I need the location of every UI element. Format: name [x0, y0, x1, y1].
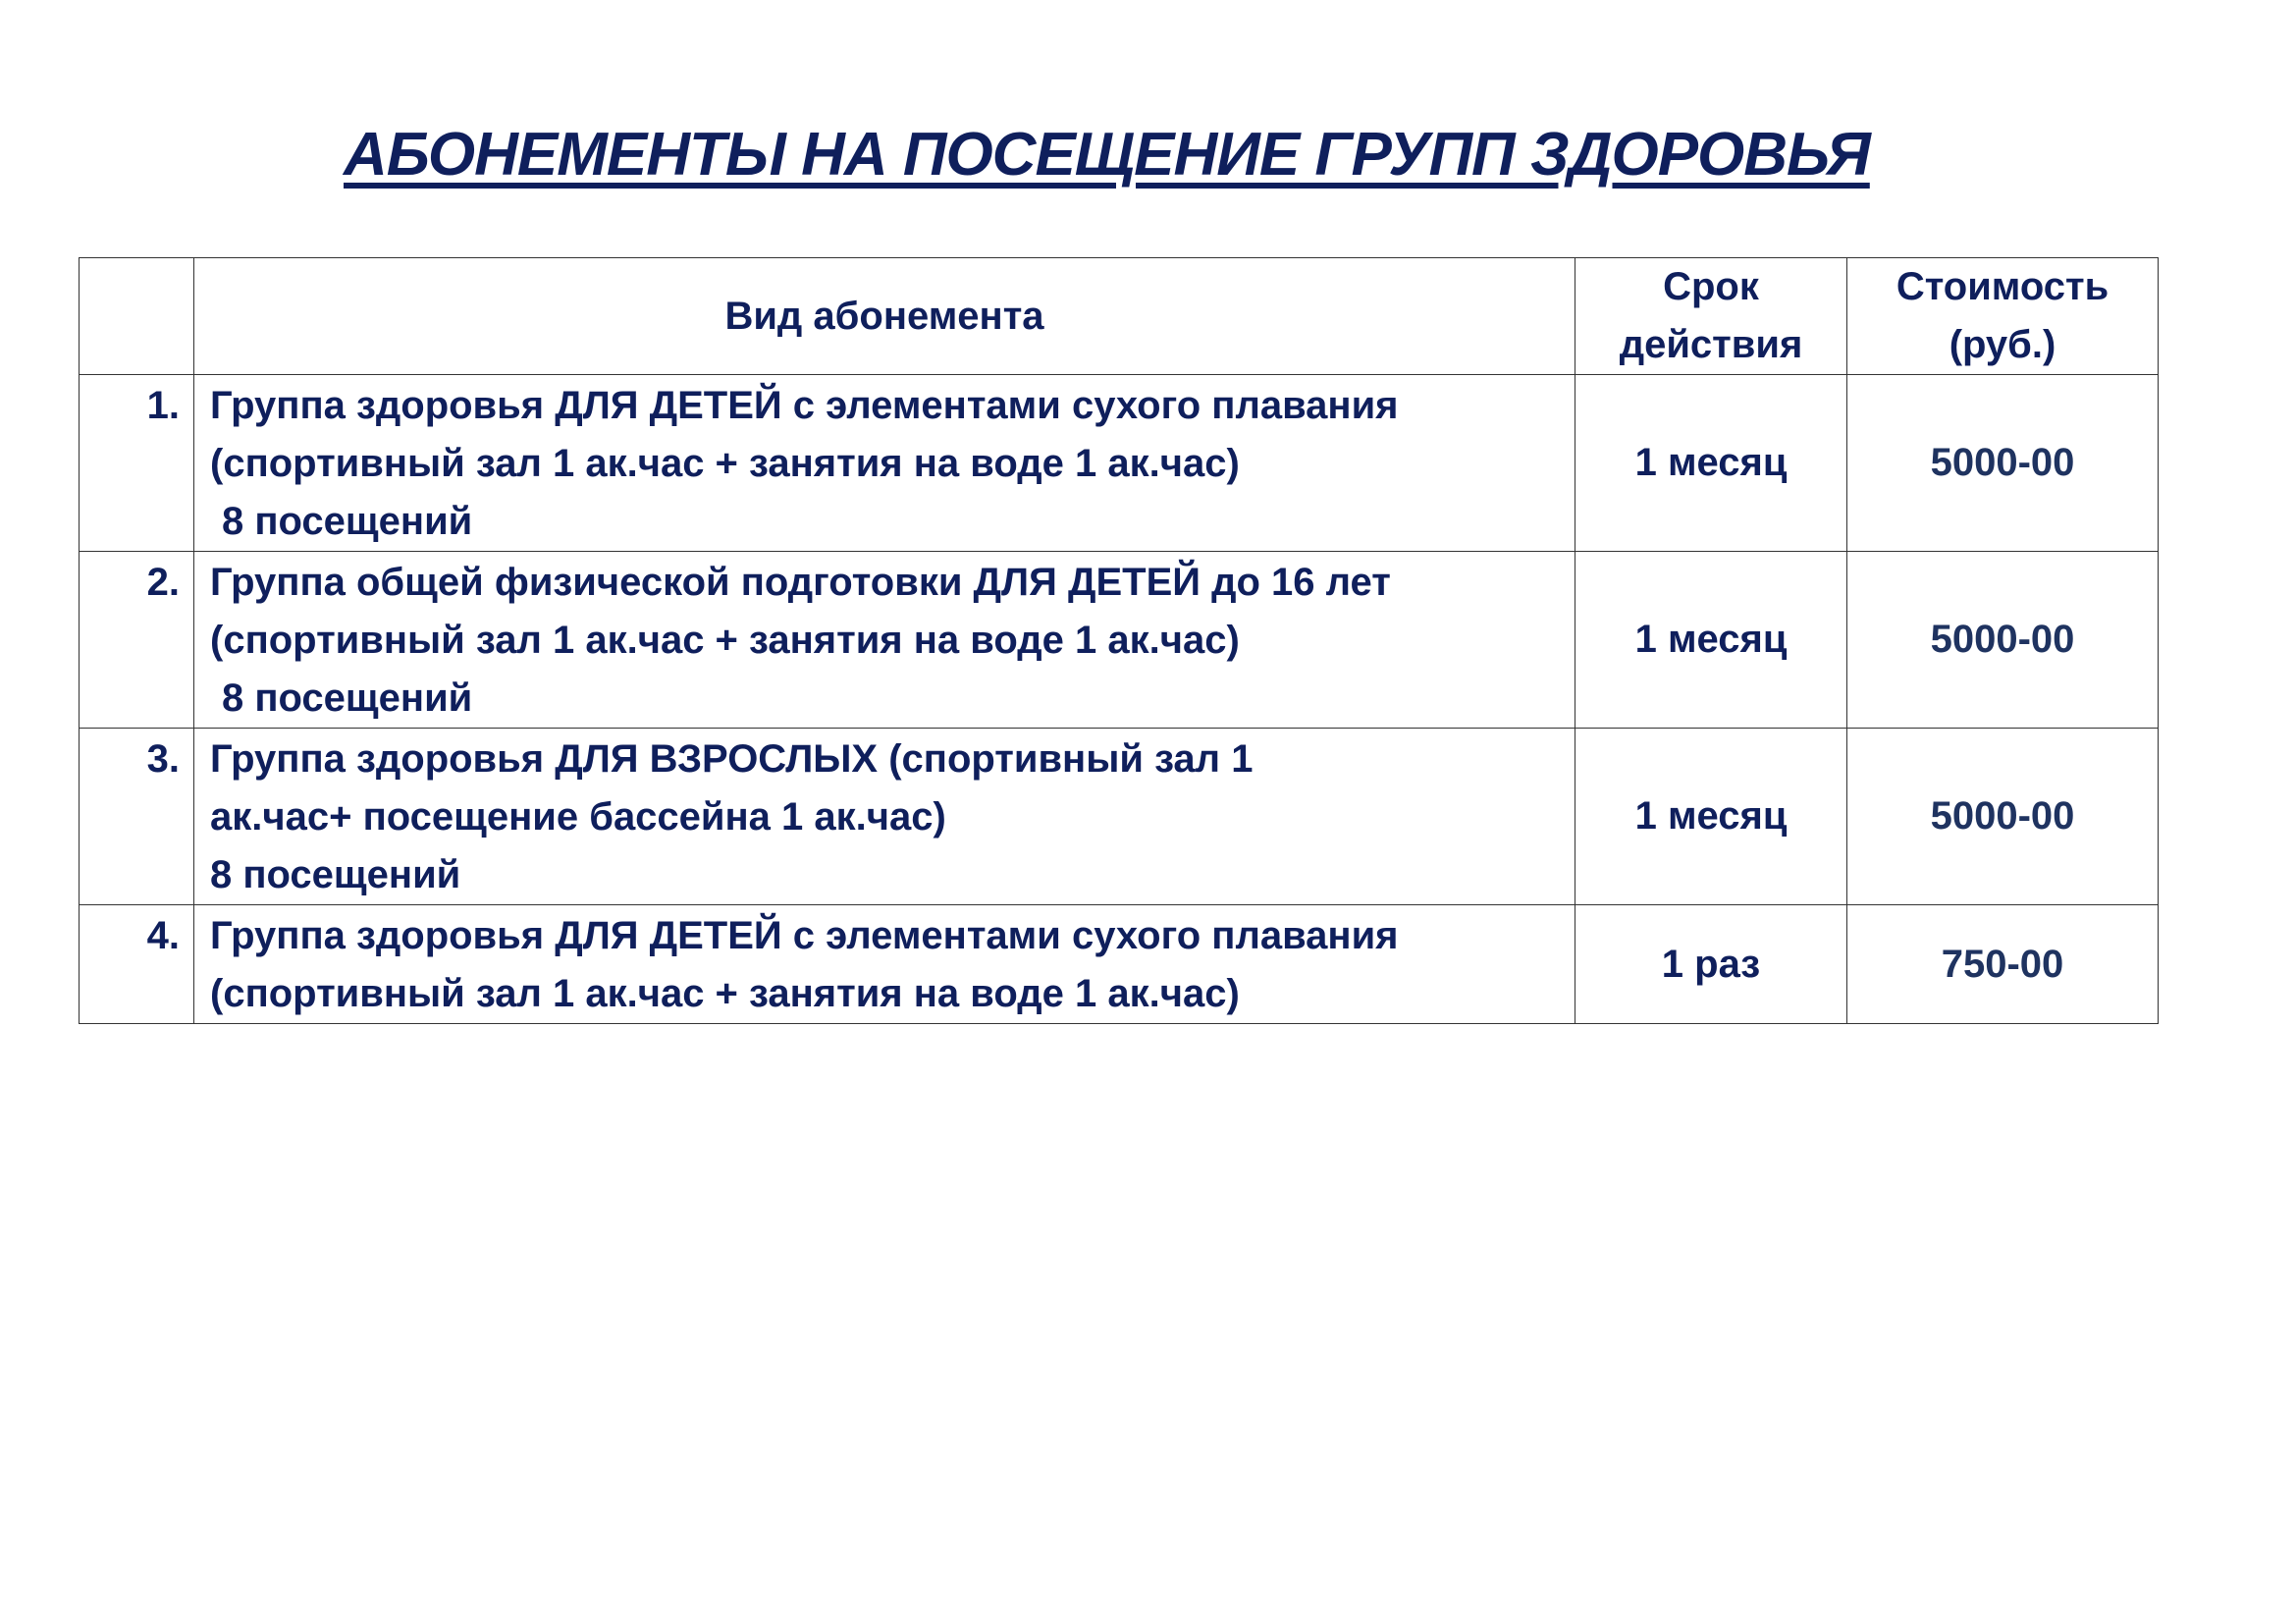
subscriptions-table: Вид абонемента Срок действия Стоимость (…: [79, 257, 2159, 1024]
description-line: (спортивный зал 1 ак.час + занятия на во…: [210, 442, 1240, 485]
header-term: Срок действия: [1575, 257, 1847, 375]
row-description: Группа здоровья ДЛЯ ВЗРОСЛЫХ (спортивный…: [193, 728, 1575, 905]
row-description: Группа здоровья ДЛЯ ДЕТЕЙ с элементами с…: [193, 904, 1575, 1024]
description-line: 8 посещений: [210, 853, 461, 896]
table-row: 1. Группа здоровья ДЛЯ ДЕТЕЙ с элементам…: [79, 374, 2159, 552]
page-title: АБОНЕМЕНТЫ НА ПОСЕЩЕНИЕ ГРУПП ЗДОРОВЬЯ: [344, 121, 1871, 189]
header-price-line1: Стоимость: [1896, 265, 2109, 308]
description-line: Группа общей физической подготовки ДЛЯ Д…: [210, 561, 1391, 604]
row-term: 1 месяц: [1575, 551, 1847, 729]
table-header-row: Вид абонемента Срок действия Стоимость (…: [79, 257, 2159, 375]
row-term: 1 месяц: [1575, 728, 1847, 905]
description-line: Группа здоровья ДЛЯ ДЕТЕЙ с элементами с…: [210, 914, 1399, 957]
row-description: Группа здоровья ДЛЯ ДЕТЕЙ с элементами с…: [193, 374, 1575, 552]
description-line: (спортивный зал 1 ак.час + занятия на во…: [210, 972, 1240, 1015]
description-line: (спортивный зал 1 ак.час + занятия на во…: [210, 619, 1240, 662]
row-number: 2.: [79, 551, 194, 729]
row-price: 5000-00: [1846, 728, 2159, 905]
row-term: 1 месяц: [1575, 374, 1847, 552]
description-line: 8 посещений: [222, 677, 473, 720]
row-number: 3.: [79, 728, 194, 905]
table-row: 3. Группа здоровья ДЛЯ ВЗРОСЛЫХ (спортив…: [79, 728, 2159, 905]
row-description: Группа общей физической подготовки ДЛЯ Д…: [193, 551, 1575, 729]
row-price: 750-00: [1846, 904, 2159, 1024]
row-number: 4.: [79, 904, 194, 1024]
row-price: 5000-00: [1846, 551, 2159, 729]
header-price-line2: (руб.): [1949, 323, 2056, 366]
row-price: 5000-00: [1846, 374, 2159, 552]
header-term-line1: Срок: [1663, 265, 1759, 308]
row-number: 1.: [79, 374, 194, 552]
header-type: Вид абонемента: [193, 257, 1575, 375]
description-line: ак.час+ посещение бассейна 1 ак.час): [210, 795, 946, 839]
description-line: Группа здоровья ДЛЯ ДЕТЕЙ с элементами с…: [210, 384, 1399, 427]
header-number: [79, 257, 194, 375]
header-term-line2: действия: [1619, 323, 1803, 366]
header-price: Стоимость (руб.): [1846, 257, 2159, 375]
description-line: Группа здоровья ДЛЯ ВЗРОСЛЫХ (спортивный…: [210, 737, 1254, 781]
table-row: 2. Группа общей физической подготовки ДЛ…: [79, 551, 2159, 729]
description-line: 8 посещений: [222, 500, 473, 543]
table-row: 4. Группа здоровья ДЛЯ ДЕТЕЙ с элементам…: [79, 904, 2159, 1024]
row-term: 1 раз: [1575, 904, 1847, 1024]
